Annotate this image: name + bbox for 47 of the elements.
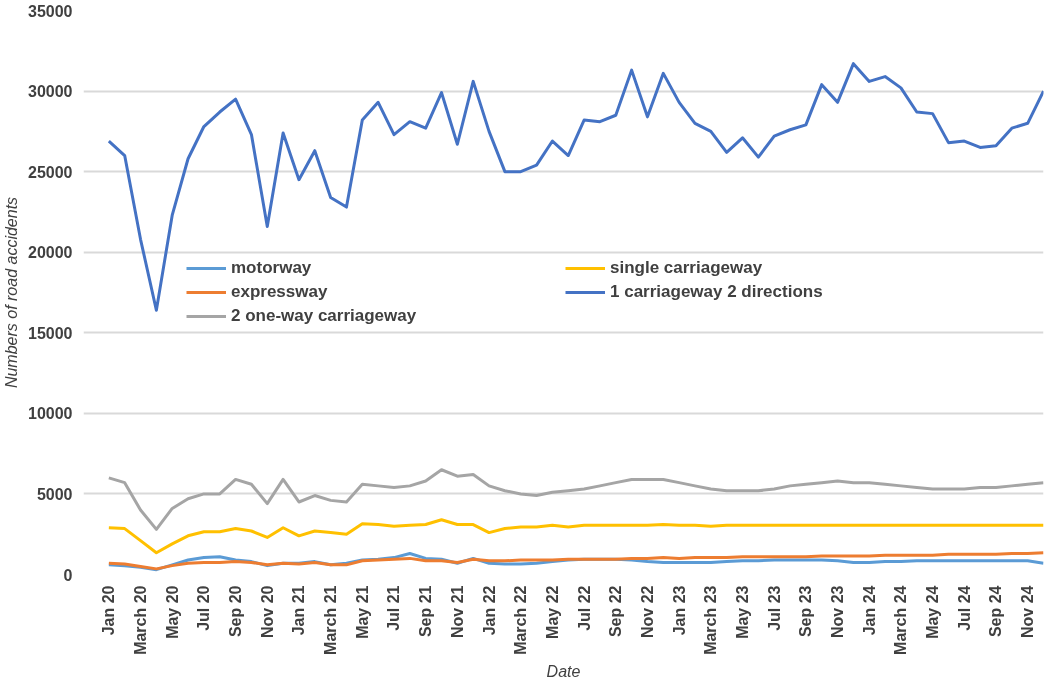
- x-tick-label: Nov 20: [258, 585, 276, 638]
- x-tick-label: March 21: [322, 585, 340, 655]
- x-tick-label: Sep 22: [607, 585, 625, 638]
- legend-label: single carriageway: [610, 258, 764, 278]
- x-tick-label: Jan 20: [100, 585, 118, 636]
- y-tick-label: 15000: [28, 324, 73, 342]
- y-tick-label: 30000: [28, 83, 73, 101]
- legend-label: 1 carriageway 2 directions: [610, 282, 824, 302]
- legend-label: expressway: [231, 282, 329, 302]
- x-tick-label: Jul 21: [385, 585, 403, 631]
- x-tick-label: Jul 23: [765, 585, 783, 631]
- x-tick-label: Jul 24: [955, 585, 973, 631]
- x-tick-label: Jan 23: [670, 585, 688, 636]
- y-axis-title: Numbers of road accidents: [3, 196, 21, 389]
- x-tick-label: March 22: [512, 585, 530, 655]
- x-tick-label: May 20: [163, 585, 181, 639]
- x-tick-label: Nov 21: [448, 585, 466, 638]
- legend-label: motorway: [231, 258, 313, 278]
- line-series: [107, 518, 1044, 555]
- legend-label: 2 one-way carriageway: [231, 306, 418, 326]
- line-series: [107, 468, 1044, 531]
- x-tick-label: March 20: [132, 585, 150, 655]
- x-tick-label: May 23: [734, 585, 752, 639]
- x-tick-label: May 21: [353, 585, 371, 639]
- y-tick-label: 10000: [28, 405, 73, 423]
- x-tick-label: May 24: [924, 585, 942, 639]
- x-tick-label: May 22: [543, 585, 561, 639]
- y-tick-label: 25000: [28, 163, 73, 181]
- x-tick-label: Sep 24: [987, 585, 1005, 638]
- y-tick-label: 5000: [36, 485, 73, 503]
- x-tick-label: Sep 20: [227, 585, 245, 638]
- x-tick-label: Jan 22: [480, 585, 498, 636]
- x-tick-label: Nov 22: [638, 585, 656, 638]
- x-tick-label: Nov 24: [1019, 585, 1037, 638]
- y-tick-label: 20000: [28, 244, 73, 262]
- y-tick-label: 0: [63, 566, 73, 584]
- x-tick-label: Jul 20: [195, 585, 213, 631]
- x-tick-label: Jan 21: [290, 585, 308, 636]
- x-axis-title: Date: [546, 662, 581, 680]
- x-tick-label: March 23: [702, 585, 720, 655]
- x-tick-label: Jan 24: [860, 585, 878, 636]
- x-tick-label: Nov 23: [829, 585, 847, 638]
- x-tick-label: Sep 21: [417, 585, 435, 638]
- x-tick-label: March 24: [892, 585, 910, 655]
- x-tick-label: Jul 22: [575, 585, 593, 631]
- y-tick-label: 35000: [28, 2, 73, 20]
- x-tick-label: Sep 23: [797, 585, 815, 638]
